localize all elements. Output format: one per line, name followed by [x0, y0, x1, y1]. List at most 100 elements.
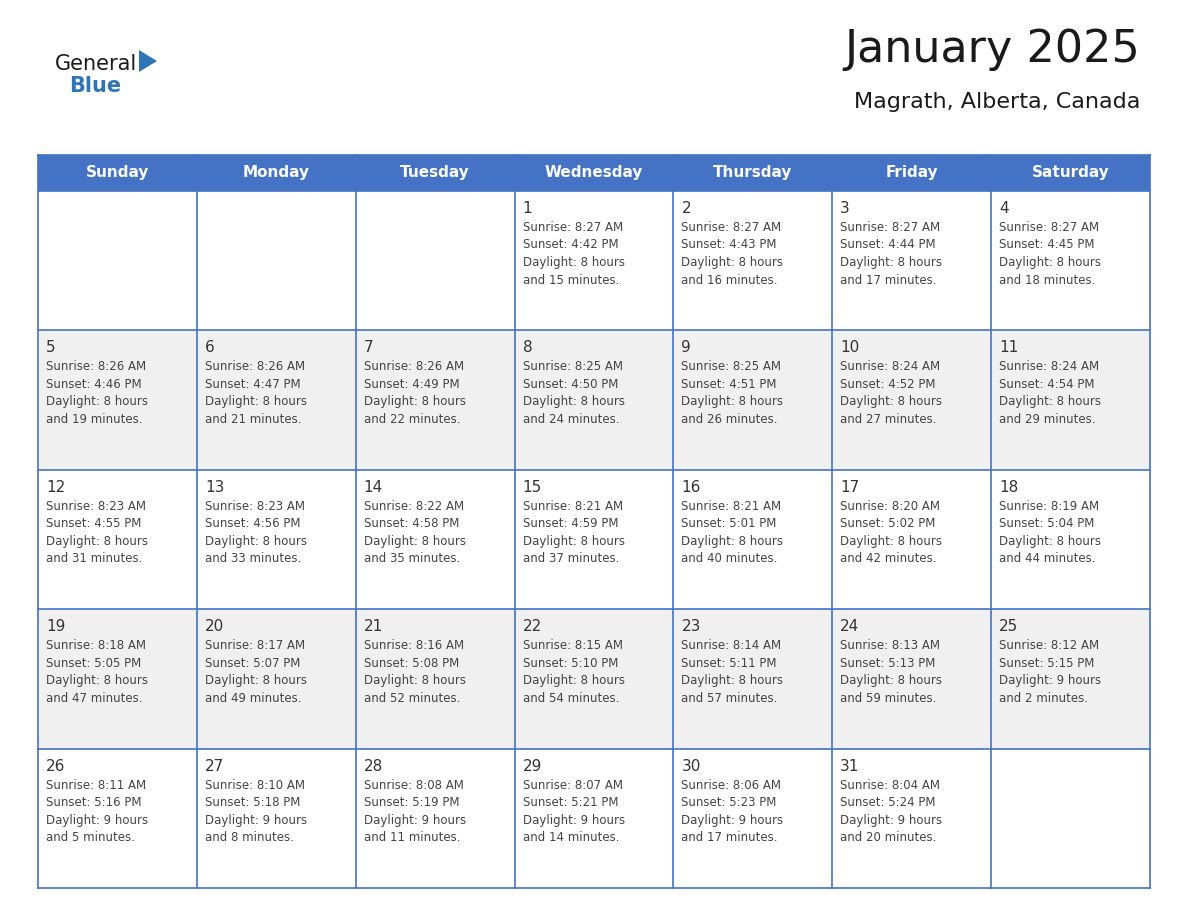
Text: 21: 21 — [364, 620, 383, 634]
Text: and 35 minutes.: and 35 minutes. — [364, 553, 460, 565]
Text: and 37 minutes.: and 37 minutes. — [523, 553, 619, 565]
Polygon shape — [139, 50, 157, 72]
Text: Daylight: 8 hours: Daylight: 8 hours — [999, 256, 1101, 269]
Text: Sunrise: 8:27 AM: Sunrise: 8:27 AM — [523, 221, 623, 234]
Text: and 31 minutes.: and 31 minutes. — [46, 553, 143, 565]
Text: and 17 minutes.: and 17 minutes. — [682, 831, 778, 844]
Text: Daylight: 8 hours: Daylight: 8 hours — [523, 256, 625, 269]
Text: 16: 16 — [682, 480, 701, 495]
Text: Sunrise: 8:07 AM: Sunrise: 8:07 AM — [523, 778, 623, 791]
Text: Sunset: 5:01 PM: Sunset: 5:01 PM — [682, 518, 777, 531]
Text: 27: 27 — [204, 758, 225, 774]
Text: and 42 minutes.: and 42 minutes. — [840, 553, 937, 565]
Text: Daylight: 8 hours: Daylight: 8 hours — [46, 396, 148, 409]
Text: Sunrise: 8:17 AM: Sunrise: 8:17 AM — [204, 639, 305, 652]
Text: Sunrise: 8:23 AM: Sunrise: 8:23 AM — [204, 499, 305, 513]
Bar — [38, 470, 1150, 610]
Text: 20: 20 — [204, 620, 225, 634]
Text: January 2025: January 2025 — [845, 28, 1140, 71]
Text: and 16 minutes.: and 16 minutes. — [682, 274, 778, 286]
Text: Sunrise: 8:21 AM: Sunrise: 8:21 AM — [523, 499, 623, 513]
Text: 23: 23 — [682, 620, 701, 634]
Text: and 27 minutes.: and 27 minutes. — [840, 413, 937, 426]
Text: Sunrise: 8:21 AM: Sunrise: 8:21 AM — [682, 499, 782, 513]
Text: Daylight: 8 hours: Daylight: 8 hours — [523, 396, 625, 409]
Text: Daylight: 9 hours: Daylight: 9 hours — [204, 813, 307, 826]
Text: and 24 minutes.: and 24 minutes. — [523, 413, 619, 426]
Text: Wednesday: Wednesday — [545, 165, 643, 181]
Text: General: General — [55, 54, 138, 74]
Text: Tuesday: Tuesday — [400, 165, 470, 181]
Text: Sunrise: 8:27 AM: Sunrise: 8:27 AM — [682, 221, 782, 234]
Text: 2: 2 — [682, 201, 691, 216]
Text: Sunset: 4:54 PM: Sunset: 4:54 PM — [999, 378, 1094, 391]
Text: and 29 minutes.: and 29 minutes. — [999, 413, 1095, 426]
Text: Sunset: 5:23 PM: Sunset: 5:23 PM — [682, 796, 777, 809]
Text: Daylight: 8 hours: Daylight: 8 hours — [523, 674, 625, 688]
Text: Sunrise: 8:27 AM: Sunrise: 8:27 AM — [999, 221, 1099, 234]
Text: Sunrise: 8:22 AM: Sunrise: 8:22 AM — [364, 499, 463, 513]
Text: Daylight: 8 hours: Daylight: 8 hours — [204, 396, 307, 409]
Text: and 47 minutes.: and 47 minutes. — [46, 691, 143, 705]
Text: Sunrise: 8:24 AM: Sunrise: 8:24 AM — [840, 361, 941, 374]
Text: Sunset: 4:52 PM: Sunset: 4:52 PM — [840, 378, 936, 391]
Text: Daylight: 9 hours: Daylight: 9 hours — [364, 813, 466, 826]
Text: 31: 31 — [840, 758, 860, 774]
Text: Sunrise: 8:10 AM: Sunrise: 8:10 AM — [204, 778, 305, 791]
Text: 26: 26 — [46, 758, 65, 774]
Bar — [38, 330, 1150, 470]
Text: and 22 minutes.: and 22 minutes. — [364, 413, 460, 426]
Bar — [38, 610, 1150, 748]
Text: Sunset: 4:47 PM: Sunset: 4:47 PM — [204, 378, 301, 391]
Text: and 44 minutes.: and 44 minutes. — [999, 553, 1095, 565]
Text: and 15 minutes.: and 15 minutes. — [523, 274, 619, 286]
Text: Sunrise: 8:23 AM: Sunrise: 8:23 AM — [46, 499, 146, 513]
Text: and 21 minutes.: and 21 minutes. — [204, 413, 302, 426]
Text: Sunset: 4:43 PM: Sunset: 4:43 PM — [682, 239, 777, 252]
Text: and 2 minutes.: and 2 minutes. — [999, 691, 1088, 705]
Text: Daylight: 8 hours: Daylight: 8 hours — [999, 535, 1101, 548]
Text: 18: 18 — [999, 480, 1018, 495]
Text: Sunday: Sunday — [86, 165, 150, 181]
Text: Sunrise: 8:18 AM: Sunrise: 8:18 AM — [46, 639, 146, 652]
Text: Sunset: 4:51 PM: Sunset: 4:51 PM — [682, 378, 777, 391]
Text: Sunrise: 8:14 AM: Sunrise: 8:14 AM — [682, 639, 782, 652]
Text: Daylight: 8 hours: Daylight: 8 hours — [523, 535, 625, 548]
Text: Daylight: 8 hours: Daylight: 8 hours — [682, 535, 783, 548]
Text: Sunset: 4:45 PM: Sunset: 4:45 PM — [999, 239, 1094, 252]
Text: and 11 minutes.: and 11 minutes. — [364, 831, 460, 844]
Text: 13: 13 — [204, 480, 225, 495]
Text: Daylight: 8 hours: Daylight: 8 hours — [840, 396, 942, 409]
Text: Sunset: 4:55 PM: Sunset: 4:55 PM — [46, 518, 141, 531]
Text: and 17 minutes.: and 17 minutes. — [840, 274, 937, 286]
Text: Sunrise: 8:13 AM: Sunrise: 8:13 AM — [840, 639, 940, 652]
Text: Sunset: 5:10 PM: Sunset: 5:10 PM — [523, 656, 618, 670]
Text: Thursday: Thursday — [713, 165, 792, 181]
Text: Sunset: 4:42 PM: Sunset: 4:42 PM — [523, 239, 618, 252]
Text: Daylight: 8 hours: Daylight: 8 hours — [682, 256, 783, 269]
Text: and 8 minutes.: and 8 minutes. — [204, 831, 293, 844]
Text: Daylight: 8 hours: Daylight: 8 hours — [204, 674, 307, 688]
Text: Daylight: 9 hours: Daylight: 9 hours — [46, 813, 148, 826]
Text: Sunset: 5:15 PM: Sunset: 5:15 PM — [999, 656, 1094, 670]
Text: 3: 3 — [840, 201, 851, 216]
Text: Daylight: 8 hours: Daylight: 8 hours — [682, 396, 783, 409]
Text: Daylight: 8 hours: Daylight: 8 hours — [999, 396, 1101, 409]
Text: Daylight: 8 hours: Daylight: 8 hours — [840, 256, 942, 269]
Text: and 57 minutes.: and 57 minutes. — [682, 691, 778, 705]
Text: Sunrise: 8:16 AM: Sunrise: 8:16 AM — [364, 639, 463, 652]
Text: and 26 minutes.: and 26 minutes. — [682, 413, 778, 426]
Text: Daylight: 8 hours: Daylight: 8 hours — [46, 535, 148, 548]
Text: Sunrise: 8:12 AM: Sunrise: 8:12 AM — [999, 639, 1099, 652]
Text: Sunrise: 8:08 AM: Sunrise: 8:08 AM — [364, 778, 463, 791]
Text: Sunset: 5:24 PM: Sunset: 5:24 PM — [840, 796, 936, 809]
Text: 29: 29 — [523, 758, 542, 774]
Text: and 19 minutes.: and 19 minutes. — [46, 413, 143, 426]
Text: and 14 minutes.: and 14 minutes. — [523, 831, 619, 844]
Text: Sunset: 5:08 PM: Sunset: 5:08 PM — [364, 656, 459, 670]
Text: and 59 minutes.: and 59 minutes. — [840, 691, 936, 705]
Text: Sunrise: 8:26 AM: Sunrise: 8:26 AM — [204, 361, 305, 374]
Text: and 40 minutes.: and 40 minutes. — [682, 553, 778, 565]
Text: Daylight: 8 hours: Daylight: 8 hours — [840, 535, 942, 548]
Text: Sunset: 5:04 PM: Sunset: 5:04 PM — [999, 518, 1094, 531]
